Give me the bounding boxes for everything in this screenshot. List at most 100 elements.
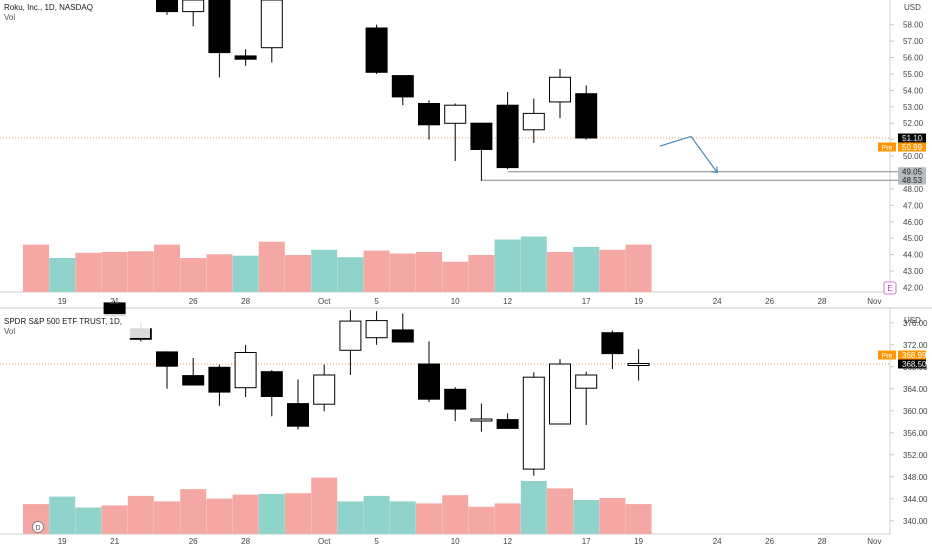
bottom-volume-bar: [494, 503, 521, 534]
top-volume-bar: [337, 257, 364, 292]
bottom-volume-bar: [232, 494, 259, 534]
bottom-candle[interactable]: [260, 370, 283, 417]
bottom-candle[interactable]: [234, 344, 257, 397]
bottom-volume-bar: [101, 505, 128, 534]
top-candle[interactable]: [549, 69, 571, 119]
candle-body: [391, 329, 414, 343]
bottom-candle[interactable]: [549, 359, 571, 425]
earnings-marker-label: E: [887, 284, 892, 293]
bottom-candle[interactable]: [627, 349, 650, 381]
bottom-candle[interactable]: [313, 364, 336, 412]
bottom-candles-layer: [103, 300, 650, 476]
top-candle[interactable]: [575, 85, 598, 140]
top-candle[interactable]: [418, 100, 440, 140]
earnings-marker-icon[interactable]: [883, 281, 897, 295]
price-tick-label: 45.00: [903, 234, 924, 243]
bottom-vol-label[interactable]: Vol: [4, 327, 15, 336]
top-volume-bar: [625, 244, 652, 292]
time-tick-label: 28: [241, 537, 250, 546]
price-tick-label: 360.00: [903, 407, 928, 416]
time-tick-label: 19: [58, 297, 67, 306]
support-level-badge: [898, 167, 926, 177]
price-tick-label: 340.00: [903, 517, 928, 526]
top-volume-bar: [75, 252, 102, 292]
top-candle[interactable]: [391, 75, 414, 106]
support-level-value: 48.53: [902, 176, 923, 185]
candle-body: [522, 112, 545, 131]
price-tick-label: 42.00: [903, 283, 924, 292]
bottom-candle[interactable]: [522, 372, 545, 476]
bottom-candle[interactable]: [208, 364, 231, 406]
price-tick-label: 58.00: [903, 21, 924, 30]
dividend-marker-icon[interactable]: [32, 521, 44, 533]
bottom-candle[interactable]: [418, 341, 440, 403]
bottom-candle[interactable]: [496, 413, 519, 429]
time-tick-label: Oct: [318, 537, 331, 546]
bottom-volume-bar: [154, 501, 180, 534]
top-candle[interactable]: [470, 122, 493, 181]
bottom-candle[interactable]: [156, 351, 178, 389]
top-volume-bar: [573, 246, 600, 292]
candle-body: [234, 352, 257, 389]
top-legend-backdrop: [0, 0, 150, 24]
bottom-volume-bar: [442, 495, 469, 534]
time-tick-label: 26: [189, 537, 198, 546]
top-candle[interactable]: [182, 0, 205, 27]
top-vol-label[interactable]: Vol: [4, 13, 15, 22]
top-pre-label: Pre: [882, 145, 893, 152]
candle-body: [470, 418, 493, 422]
candle-body: [365, 27, 388, 73]
time-tick-label: 10: [451, 537, 460, 546]
top-candle[interactable]: [444, 103, 467, 162]
top-candle[interactable]: [496, 92, 519, 170]
time-tick-label: 26: [765, 297, 774, 306]
bottom-time-axis: 19 21 26 28 Oct 5 10 12 17 19 24 26 28 Nov: [58, 537, 882, 546]
top-candle[interactable]: [365, 24, 388, 74]
bottom-volume-bar: [49, 496, 76, 534]
bottom-candle[interactable]: [182, 358, 205, 386]
bottom-volume-bar: [547, 488, 573, 534]
top-candle[interactable]: [260, 0, 283, 63]
bottom-candle[interactable]: [365, 311, 388, 345]
price-tick-label: 43.00: [903, 267, 924, 276]
top-candle[interactable]: [156, 0, 178, 15]
price-tick-label: 46.00: [903, 218, 924, 227]
bottom-volume-bar: [389, 501, 416, 534]
top-candle[interactable]: [208, 0, 231, 78]
candle-body: [601, 332, 624, 355]
top-candle[interactable]: [234, 49, 257, 66]
bottom-candle[interactable]: [575, 371, 598, 426]
bottom-candle[interactable]: [391, 313, 414, 343]
top-volume-bar: [442, 261, 469, 292]
candle-body: [339, 320, 362, 351]
top-pre-price-badge: [898, 142, 926, 152]
top-candle[interactable]: [522, 98, 545, 143]
candle-body: [208, 366, 231, 393]
top-volume-bar: [206, 254, 233, 292]
bottom-legend-backdrop: [0, 314, 150, 338]
bottom-symbol-title[interactable]: SPDR S&P 500 ETF TRUST, 1D,: [4, 317, 122, 326]
candle-body: [418, 103, 440, 126]
candle-body: [156, 351, 178, 367]
top-price-axis: 58.00 57.00 56.00 55.00 54.00 53.00 52.00 51.00…: [890, 21, 924, 292]
bottom-candle[interactable]: [470, 403, 493, 432]
bottom-pre-label-badge: [878, 350, 896, 360]
bottom-volume-bar: [180, 489, 207, 534]
bottom-candle[interactable]: [601, 330, 624, 370]
time-tick-label: Nov: [867, 297, 881, 306]
projection-arrow[interactable]: [659, 135, 718, 173]
price-tick-label: 44.00: [903, 251, 924, 260]
candle-body: [260, 0, 283, 49]
bottom-last-price-value: 368.50: [902, 360, 927, 369]
bottom-candle[interactable]: [444, 387, 467, 422]
price-tick-label: 344.00: [903, 495, 928, 504]
dividend-marker-label: D: [35, 525, 40, 532]
bottom-volume-bar: [337, 501, 364, 534]
candle-body: [156, 0, 178, 13]
bottom-candle[interactable]: [287, 379, 309, 430]
price-tick-label: 356.00: [903, 429, 928, 438]
top-symbol-title[interactable]: Roku, Inc., 1D, NASDAQ: [4, 3, 93, 12]
candle-body: [287, 403, 309, 427]
bottom-candle[interactable]: [339, 310, 362, 375]
